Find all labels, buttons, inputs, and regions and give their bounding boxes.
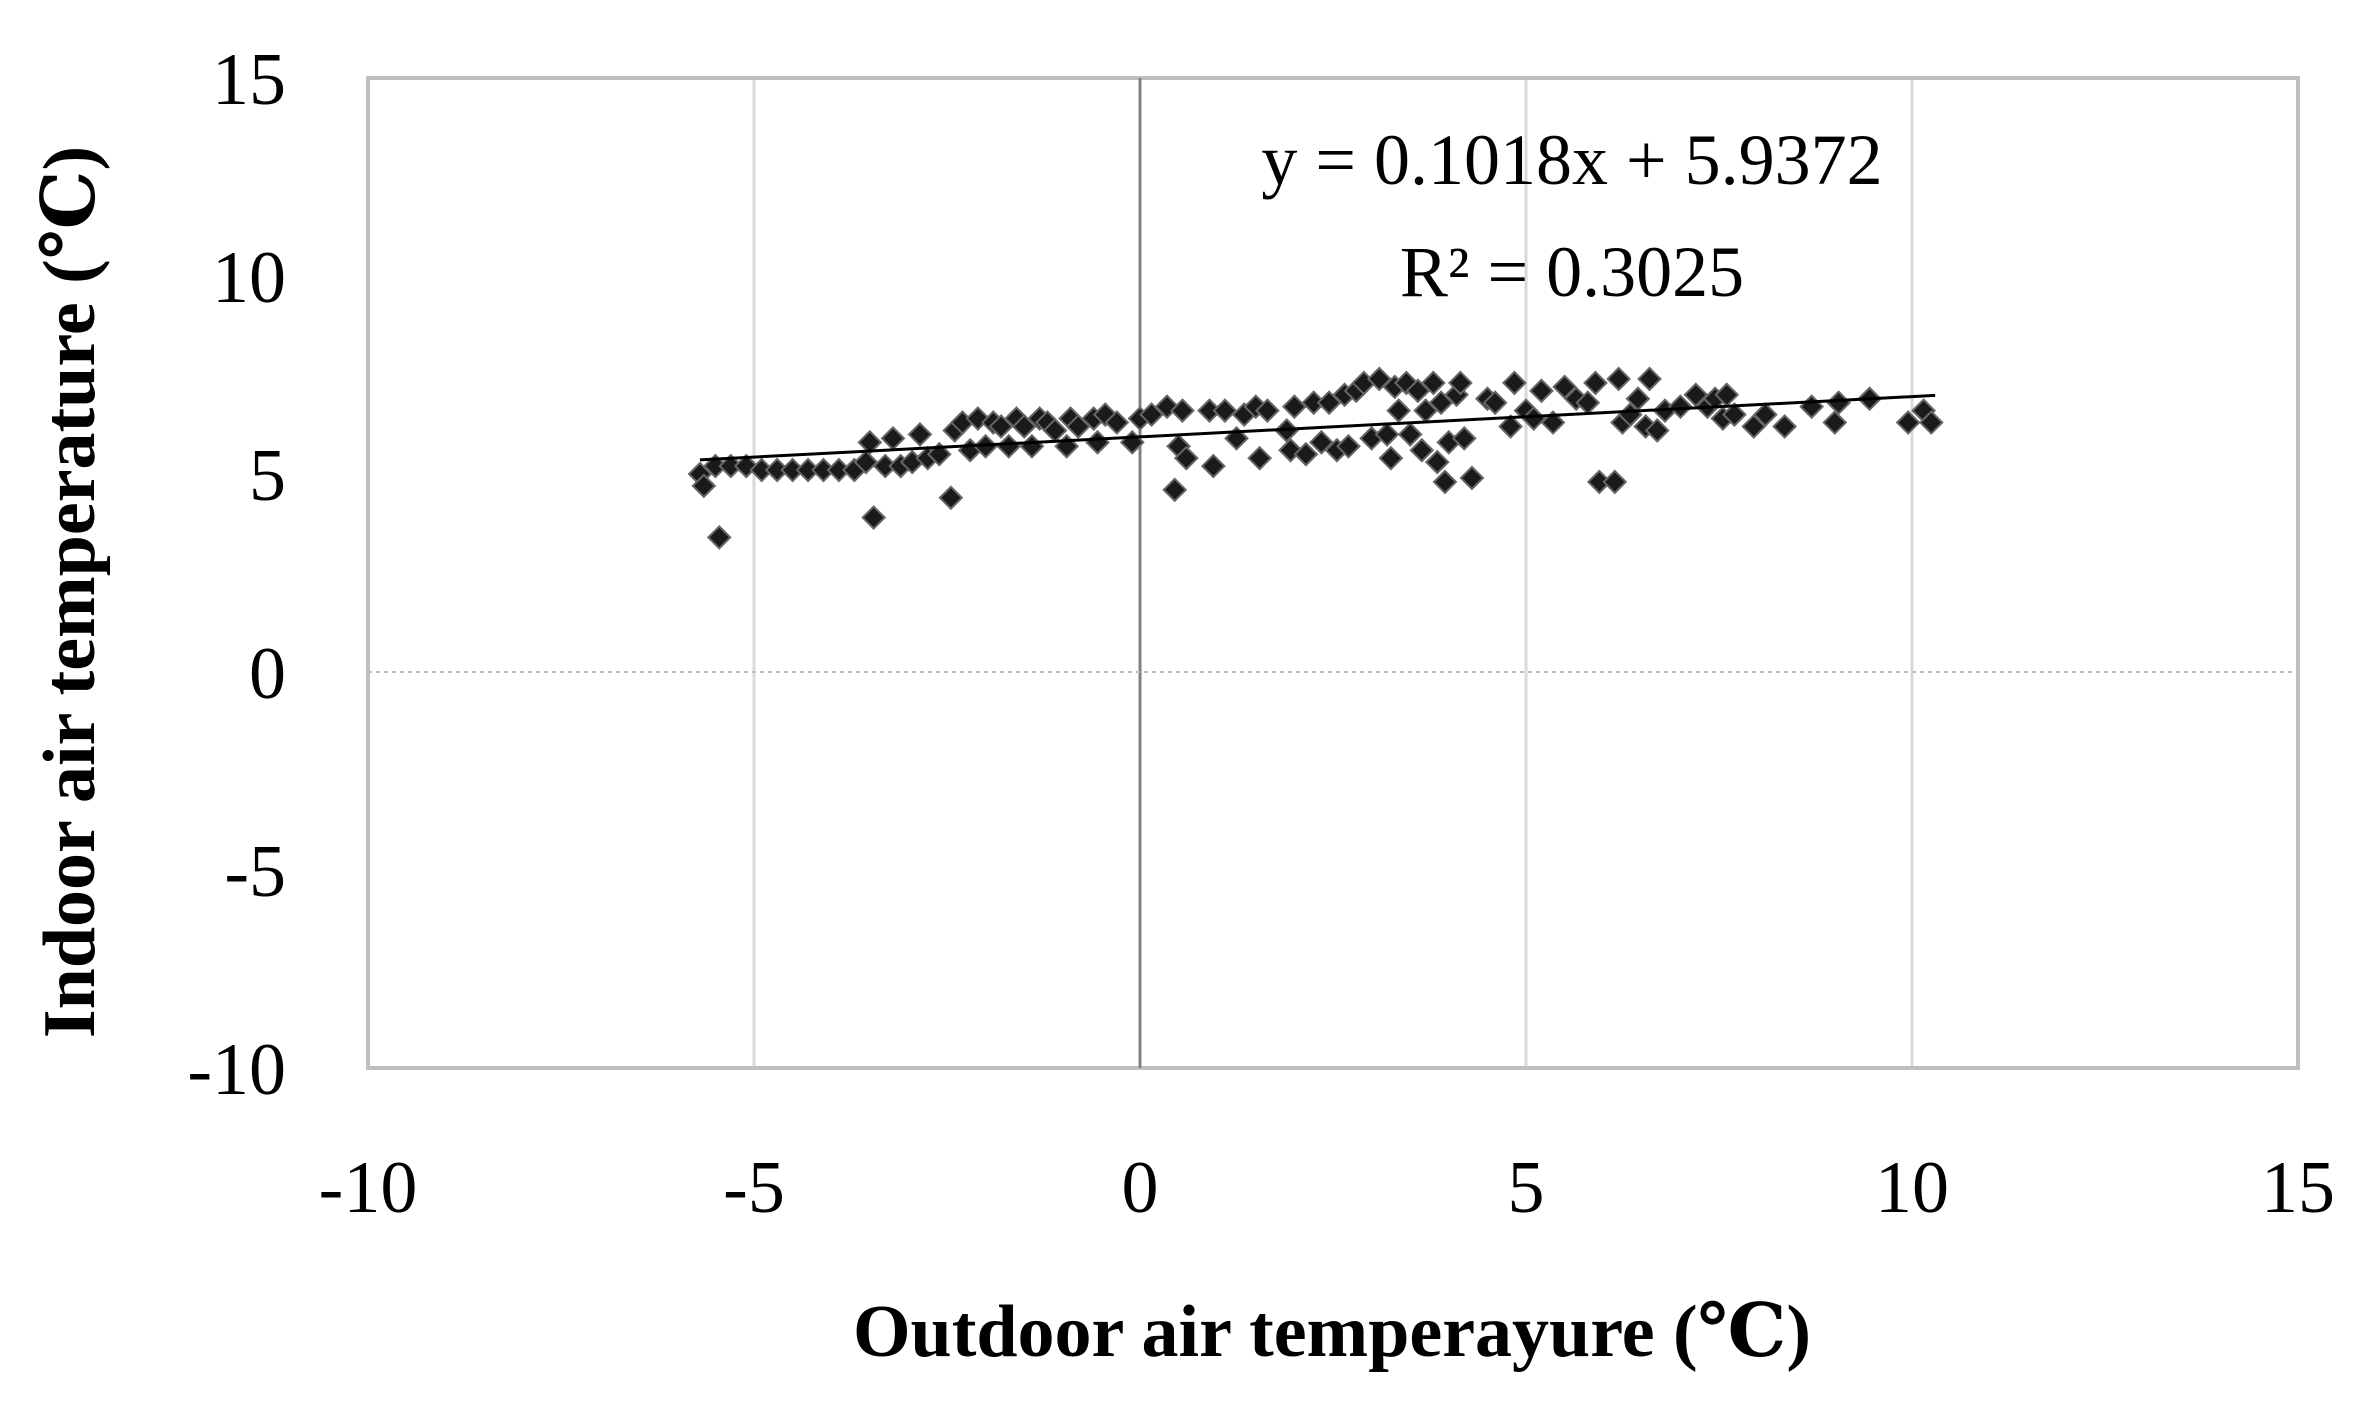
data-point bbox=[861, 505, 887, 530]
x-tick-label: 10 bbox=[1875, 1147, 1949, 1229]
y-tick-label: 5 bbox=[249, 435, 286, 517]
plot-area-border bbox=[366, 76, 2300, 1070]
data-point bbox=[1722, 402, 1747, 428]
data-point bbox=[1424, 449, 1450, 475]
data-point bbox=[1374, 421, 1400, 447]
data-point bbox=[1397, 421, 1423, 447]
data-point bbox=[1409, 437, 1435, 463]
trendline bbox=[699, 393, 1936, 462]
data-point bbox=[1200, 453, 1226, 479]
data-point bbox=[1432, 469, 1458, 495]
y-tick-label: -5 bbox=[224, 831, 286, 913]
data-point bbox=[1822, 410, 1848, 435]
x-axis-title: Outdoor air temperayure (℃) bbox=[853, 1291, 1811, 1373]
data-point bbox=[1602, 469, 1628, 495]
data-point bbox=[1459, 465, 1485, 491]
y-tick-label: 0 bbox=[249, 633, 286, 715]
data-point bbox=[1173, 445, 1199, 471]
data-point bbox=[1752, 402, 1778, 428]
data-point bbox=[1104, 410, 1130, 435]
data-point bbox=[1254, 398, 1280, 424]
data-point bbox=[1212, 398, 1238, 424]
r-squared-label: R² = 0.3025 bbox=[1400, 232, 1744, 312]
data-point bbox=[853, 449, 879, 475]
y-axis-title: Indoor air temperature (℃) bbox=[29, 146, 111, 1038]
data-point bbox=[1336, 433, 1361, 459]
y-tick-labels: -10 -5 0 5 10 15 bbox=[187, 39, 286, 1111]
data-point bbox=[1502, 370, 1527, 396]
data-points bbox=[687, 366, 1944, 550]
data-point bbox=[1644, 418, 1670, 443]
data-point bbox=[706, 524, 732, 550]
data-point bbox=[1482, 390, 1508, 416]
data-point bbox=[1741, 414, 1767, 439]
x-tick-label: 15 bbox=[2261, 1147, 2335, 1229]
data-point bbox=[857, 429, 883, 455]
data-point bbox=[1447, 370, 1473, 396]
data-point bbox=[691, 473, 717, 499]
gridlines bbox=[752, 78, 1914, 1068]
x-tick-label: 0 bbox=[1122, 1147, 1159, 1229]
data-point bbox=[1918, 410, 1944, 435]
data-point bbox=[1420, 370, 1446, 396]
data-point bbox=[938, 485, 964, 511]
data-point bbox=[1895, 410, 1921, 435]
data-point bbox=[1451, 425, 1477, 451]
axis-lines bbox=[368, 78, 2298, 1068]
data-point bbox=[1552, 374, 1578, 400]
data-point bbox=[1293, 441, 1319, 467]
x-tick-labels: -10 -5 0 5 10 15 bbox=[319, 1147, 2335, 1229]
data-point bbox=[1498, 414, 1523, 439]
y-tick-label: 15 bbox=[212, 39, 286, 121]
data-point bbox=[1386, 398, 1412, 424]
y-tick-label: -10 bbox=[187, 1029, 286, 1111]
data-point bbox=[1583, 370, 1608, 396]
data-point bbox=[1170, 398, 1195, 424]
data-point bbox=[1606, 366, 1632, 392]
data-point bbox=[907, 421, 933, 447]
data-point bbox=[1667, 394, 1693, 420]
x-tick-label: -10 bbox=[319, 1147, 418, 1229]
data-point bbox=[1529, 378, 1554, 404]
data-point bbox=[1162, 477, 1188, 503]
data-point bbox=[1683, 382, 1709, 408]
data-point bbox=[1378, 445, 1404, 471]
y-tick-label: 10 bbox=[212, 237, 286, 319]
x-tick-label: 5 bbox=[1508, 1147, 1545, 1229]
trendline-equation: y = 0.1018x + 5.9372 bbox=[1261, 120, 1882, 200]
data-point bbox=[1772, 414, 1798, 439]
data-point bbox=[1637, 366, 1662, 392]
x-tick-label: -5 bbox=[723, 1147, 785, 1229]
data-point bbox=[1247, 445, 1273, 471]
